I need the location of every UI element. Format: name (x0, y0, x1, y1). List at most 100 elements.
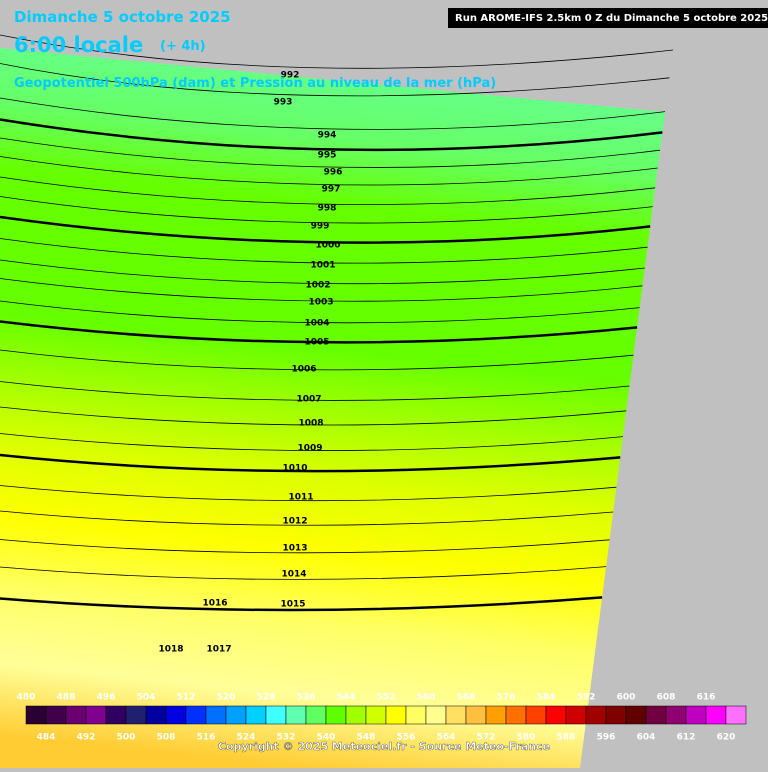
legend-swatch (725, 705, 747, 725)
copyright: Copyright © 2025 Meteociel.fr - Source M… (218, 740, 550, 753)
isobar-line (0, 97, 666, 130)
legend-label: 544 (337, 693, 356, 703)
legend-label: 572 (477, 733, 496, 743)
isobar-line (0, 278, 643, 302)
legend: 480 488 496 504 512 520 528 536 544 552 560 568 576 5… (17, 693, 747, 743)
legend-swatch (325, 705, 347, 725)
legend-swatch (685, 705, 707, 725)
legend-label: 480 (17, 693, 36, 703)
isobar-label: 1002 (305, 281, 330, 291)
time: 6:00 locale (14, 33, 143, 57)
legend-swatch (145, 705, 167, 725)
legend-swatch (585, 705, 607, 725)
isobars (0, 34, 674, 612)
subtitle: Geopotentiel 500hPa (dam) et Pression au… (14, 76, 496, 91)
isobar-label: 1012 (282, 517, 307, 527)
isobar-label: 998 (318, 204, 337, 214)
legend-label: 500 (117, 733, 136, 743)
legend-swatch (545, 705, 567, 725)
isobar-label: 994 (318, 131, 337, 141)
isobar-line (0, 320, 638, 344)
legend-label: 584 (537, 693, 556, 703)
isobar-line (0, 381, 630, 401)
isobar-label: 1014 (281, 570, 306, 580)
legend-swatch (505, 705, 527, 725)
legend-label: 596 (597, 733, 616, 743)
model-domain (0, 48, 665, 768)
isobar-label: 1005 (304, 338, 329, 348)
isobar-line (0, 215, 651, 244)
legend-label: 536 (297, 693, 316, 703)
legend-swatch (385, 705, 407, 725)
isobar-line (0, 34, 674, 69)
run-box (448, 8, 768, 28)
legend-swatch (45, 705, 67, 725)
isobar-line (0, 259, 645, 285)
isobar-label: 1001 (310, 261, 335, 271)
legend-label: 508 (157, 733, 176, 743)
legend-swatch (65, 705, 87, 725)
isobar-label: 995 (318, 151, 337, 161)
isobar-line (0, 137, 661, 168)
legend-swatch (105, 705, 127, 725)
legend-swatch (245, 705, 267, 725)
legend-label: 612 (677, 733, 696, 743)
isobar-label: 1008 (298, 419, 323, 429)
legend-label: 600 (617, 693, 636, 703)
legend-swatch (205, 705, 227, 725)
legend-swatch (25, 705, 47, 725)
isobar-line (0, 485, 617, 502)
legend-swatch (225, 705, 247, 725)
legend-swatch (605, 705, 627, 725)
legend-swatch (365, 705, 387, 725)
legend-label: 512 (177, 693, 196, 703)
legend-swatch (265, 705, 287, 725)
isobar-label: 1000 (315, 241, 340, 251)
legend-swatch (425, 705, 447, 725)
legend-label: 520 (217, 693, 236, 703)
isobar-line (0, 196, 653, 224)
legend-label: 556 (397, 733, 416, 743)
legend-swatch (465, 705, 487, 725)
isobar-label: 1016 (202, 599, 227, 609)
legend-label: 552 (377, 693, 396, 703)
legend-swatch (345, 705, 367, 725)
isobar-line (0, 539, 610, 554)
legend-label: 576 (497, 693, 516, 703)
legend-swatch (285, 705, 307, 725)
isobar-label: 992 (281, 71, 300, 81)
legend-label: 492 (77, 733, 96, 743)
legend-swatch (185, 705, 207, 725)
legend-label: 604 (637, 733, 656, 743)
isobar-line (0, 300, 640, 324)
legend-label: 560 (417, 693, 436, 703)
legend-swatch (565, 705, 587, 725)
legend-label: 504 (137, 693, 156, 703)
isobar-line (0, 433, 623, 451)
isobar-label: 999 (311, 222, 330, 232)
isobar-label: 1003 (308, 298, 333, 308)
isobar-label: 993 (274, 98, 293, 108)
legend-swatch (305, 705, 327, 725)
isobar-line (0, 453, 621, 473)
isobar-line (0, 156, 658, 186)
legend-swatch (445, 705, 467, 725)
isobar-line (0, 118, 663, 152)
legend-label: 620 (717, 733, 736, 743)
legend-label: 488 (57, 693, 76, 703)
legend-label: 616 (697, 693, 716, 703)
isobar-line (0, 63, 670, 97)
isobar-label: 997 (322, 185, 341, 195)
legend-label: 564 (437, 733, 456, 743)
legend-swatch (485, 705, 507, 725)
legend-label: 528 (257, 693, 276, 703)
isobar-line (0, 349, 634, 371)
isobar-label: 1004 (304, 319, 329, 329)
legend-swatch (85, 705, 107, 725)
isobar-label: 1007 (296, 395, 321, 405)
legend-label: 548 (357, 733, 376, 743)
legend-swatch (125, 705, 147, 725)
date: Dimanche 5 octobre 2025 (14, 8, 231, 26)
isobar-line (0, 510, 614, 526)
